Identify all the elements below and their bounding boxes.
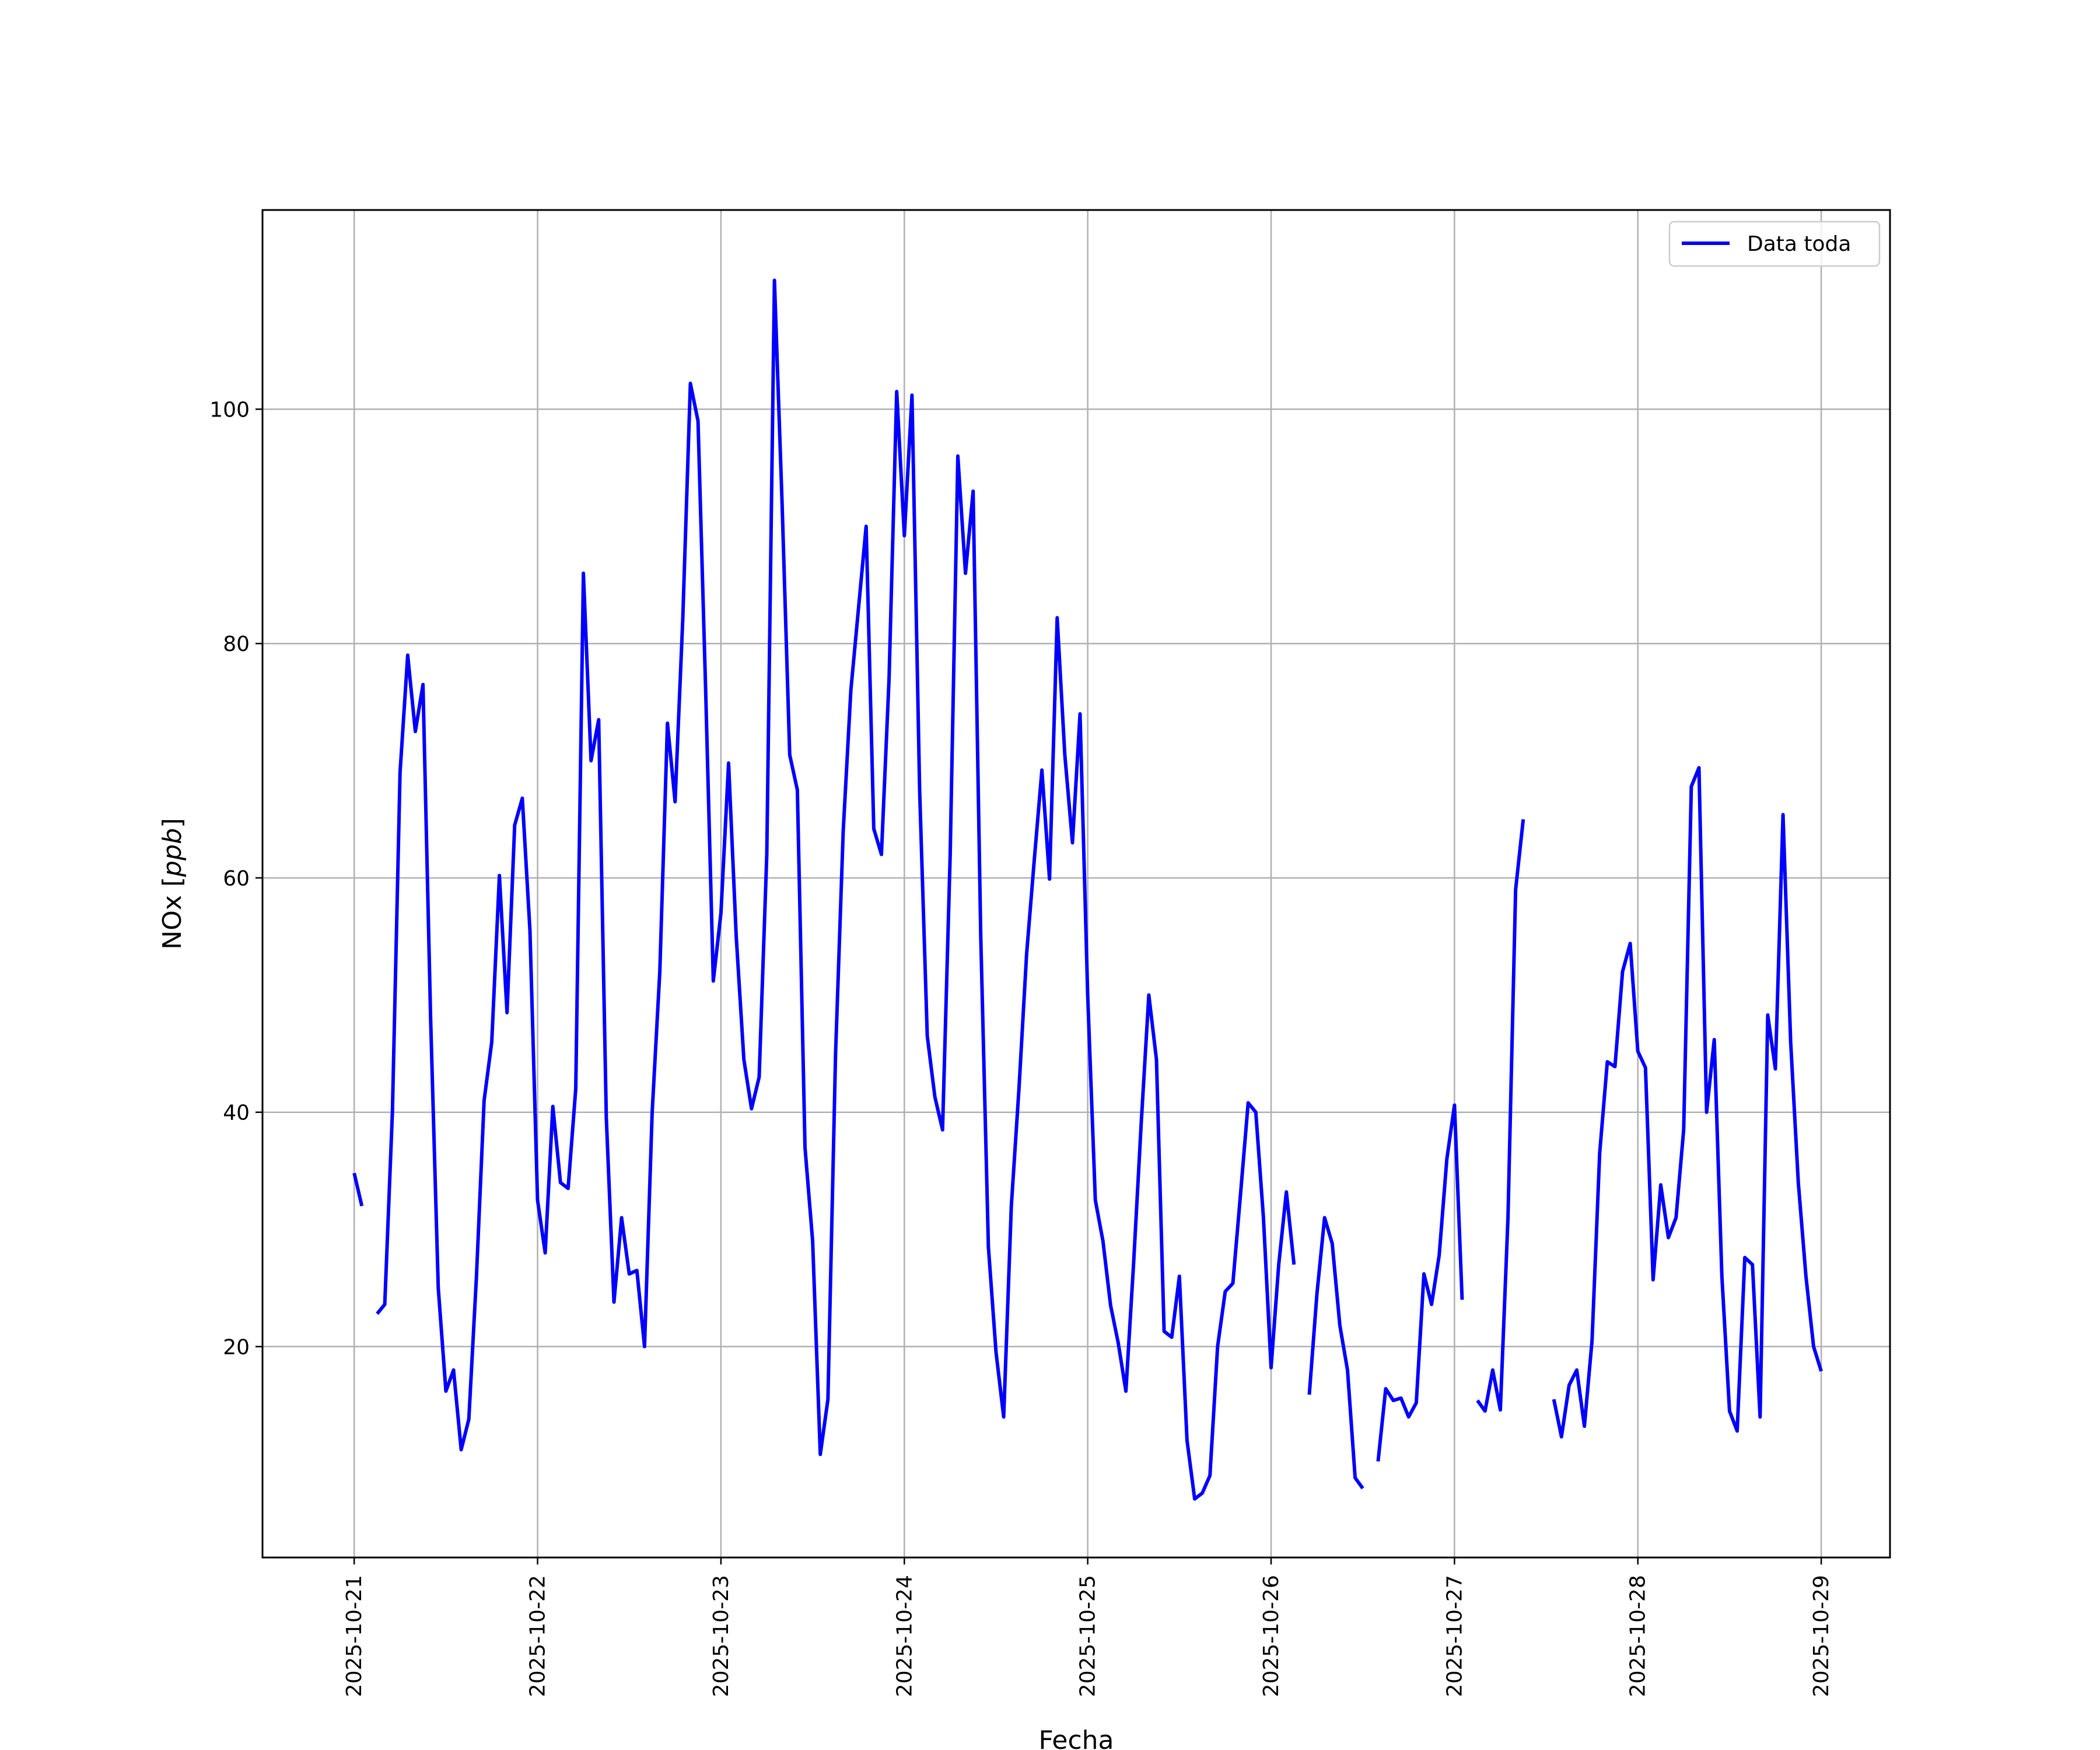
y-axis: 20 40 60 80 100	[209, 398, 262, 1359]
series-line-segment	[1307, 1216, 1364, 1490]
x-tick-label: 2025-10-22	[526, 1575, 550, 1697]
x-axis: 2025-10-21 2025-10-22 2025-10-23 2025-10-24…	[342, 1558, 1833, 1697]
plot-frame	[261, 209, 1891, 1559]
x-tick-label: 2025-10-28	[1626, 1575, 1650, 1697]
x-tick-label: 2025-10-26	[1259, 1575, 1283, 1697]
y-tick-label: 100	[209, 398, 250, 422]
series-line-segment	[376, 278, 1296, 1501]
x-tick-label: 2025-10-24	[892, 1575, 916, 1697]
series-layer	[352, 278, 1823, 1501]
series-line-segment	[1552, 766, 1823, 1439]
y-axis-label-main: NOx [	[158, 877, 187, 950]
y-tick-label: 80	[223, 632, 250, 656]
x-tick-label: 2025-10-29	[1810, 1575, 1833, 1697]
x-tick-label: 2025-10-27	[1443, 1575, 1466, 1697]
y-tick-label: 40	[223, 1101, 250, 1125]
legend-box	[1668, 220, 1881, 267]
x-tick-label: 2025-10-21	[342, 1575, 366, 1697]
x-axis-label: Fecha	[1038, 1726, 1114, 1750]
y-axis-label-close: ]	[158, 818, 187, 828]
y-tick-label: 60	[223, 867, 250, 891]
series-line-segment	[1476, 819, 1525, 1413]
y-tick-label: 20	[223, 1335, 250, 1359]
y-axis-label: NOx [ppb]	[158, 818, 187, 950]
x-tick-label: 2025-10-25	[1076, 1575, 1100, 1697]
legend-label: Data toda	[1747, 232, 1851, 256]
y-axis-label-unit: ppb	[158, 828, 187, 877]
series-line-segment	[1376, 1103, 1464, 1462]
series-line-segment	[352, 1172, 364, 1207]
x-tick-label: 2025-10-23	[709, 1575, 733, 1697]
legend: Data toda	[1668, 220, 1881, 267]
